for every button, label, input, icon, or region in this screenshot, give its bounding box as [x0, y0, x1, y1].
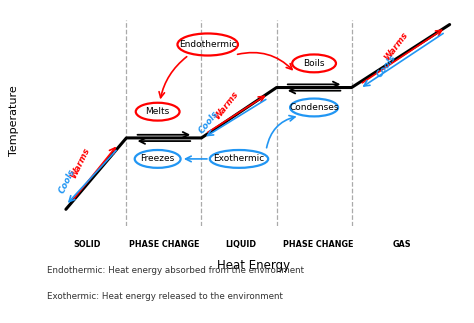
Text: Cools: Cools	[197, 109, 220, 135]
Text: Exothermic: Heat energy released to the environment: Exothermic: Heat energy released to the …	[47, 292, 283, 301]
Text: Endothermic: Heat energy absorbed from the environment: Endothermic: Heat energy absorbed from t…	[47, 266, 304, 276]
Text: Exothermic: Exothermic	[213, 154, 264, 163]
Text: Heat Energy: Heat Energy	[217, 259, 290, 272]
Text: Warms: Warms	[69, 146, 92, 180]
Text: GAS: GAS	[392, 240, 411, 249]
Text: PHASE CHANGE: PHASE CHANGE	[283, 240, 354, 249]
Text: Cools: Cools	[57, 167, 77, 195]
Text: SOLID: SOLID	[73, 240, 100, 249]
Text: Cools: Cools	[375, 53, 399, 79]
Text: Melts: Melts	[146, 107, 170, 116]
Text: Condenses: Condenses	[289, 103, 339, 112]
Text: Endothermic: Endothermic	[179, 40, 237, 49]
Text: Boils: Boils	[303, 59, 325, 68]
Text: PHASE CHANGE: PHASE CHANGE	[129, 240, 199, 249]
Text: Warms: Warms	[383, 31, 410, 63]
Text: LIQUID: LIQUID	[226, 240, 256, 249]
Text: Freezes: Freezes	[140, 154, 175, 163]
Text: Warms: Warms	[213, 89, 240, 121]
Text: Temperature: Temperature	[9, 86, 19, 157]
